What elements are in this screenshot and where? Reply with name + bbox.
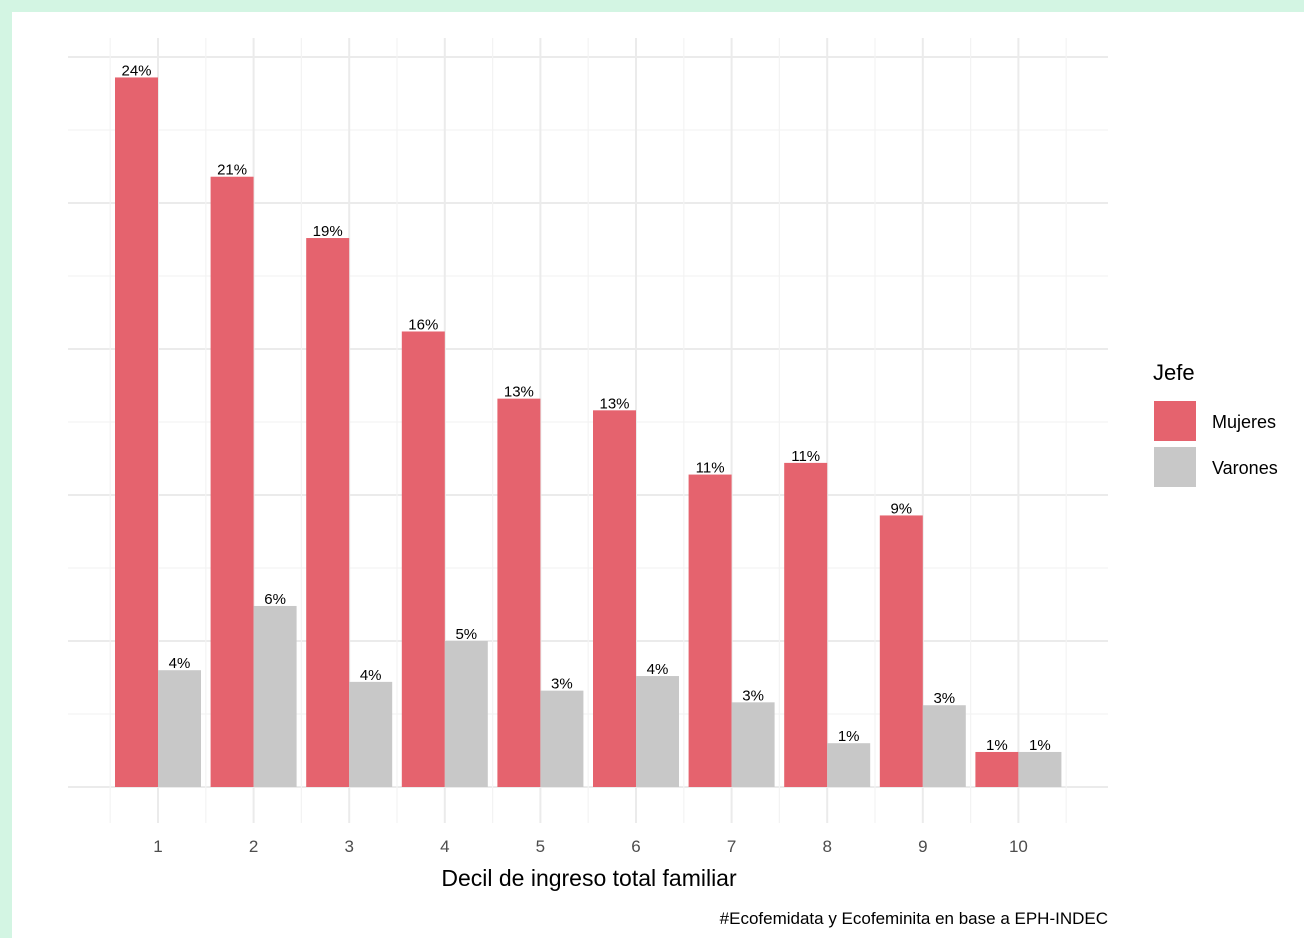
data-label-mujeres-decil-2: 21% <box>217 162 247 179</box>
x-tick-label: 2 <box>249 837 258 856</box>
bar-varones-decil-4 <box>444 641 488 787</box>
x-tick-label: 7 <box>727 837 736 856</box>
data-label-varones-decil-9: 3% <box>933 690 955 707</box>
data-label-mujeres-decil-1: 24% <box>121 62 151 79</box>
data-label-mujeres-decil-5: 13% <box>504 384 534 401</box>
data-label-varones-decil-8: 1% <box>838 728 860 745</box>
x-tick-label: 1 <box>153 837 162 856</box>
legend-label-mujeres: Mujeres <box>1212 412 1276 432</box>
data-label-varones-decil-5: 3% <box>551 676 573 693</box>
legend: Jefe Mujeres Varones <box>1153 360 1278 487</box>
x-tick-labels: 1 2 3 4 5 6 7 8 9 10 <box>153 837 1028 856</box>
bar-mujeres-decil-7 <box>688 474 732 787</box>
bar-mujeres-decil-3 <box>306 238 350 788</box>
x-tick-label: 10 <box>1009 837 1028 856</box>
chart-frame: 24% 4% 21% 6% 19% 4% 16% 5% 13% 3% 13% 4% 11% 3% 11% 1%… <box>12 12 1304 938</box>
data-label-varones-decil-1: 4% <box>169 655 191 672</box>
data-label-mujeres-decil-7: 11% <box>696 460 725 477</box>
data-label-mujeres-decil-3: 19% <box>313 223 343 240</box>
bar-chart: 24%4%21%6%19%4%16%5%13%3%13%4%11%3%11%1%… <box>68 38 1278 928</box>
x-tick-label: 8 <box>822 837 831 856</box>
x-tick-label: 3 <box>344 837 353 856</box>
x-tick-label: 9 <box>918 837 927 856</box>
bar-mujeres-decil-4 <box>401 331 445 787</box>
legend-title: Jefe <box>1153 360 1195 385</box>
chart-caption: #Ecofemidata y Ecofeminita en base a EPH… <box>720 909 1108 928</box>
bar-varones-decil-1 <box>158 670 201 787</box>
data-label-mujeres-decil-6: 13% <box>599 395 629 412</box>
bar-varones-decil-6 <box>636 676 679 787</box>
legend-swatch-mujeres <box>1154 401 1196 441</box>
legend-swatch-varones <box>1154 447 1196 487</box>
data-label-varones-decil-2: 6% <box>264 591 286 608</box>
bar-varones-decil-9 <box>922 705 966 787</box>
bar-varones-decil-2 <box>253 605 297 787</box>
bar-mujeres-decil-6 <box>593 410 636 787</box>
bar-varones-decil-8 <box>827 743 871 787</box>
data-label-varones-decil-7: 3% <box>742 687 764 704</box>
bar-varones-decil-10 <box>1018 751 1062 787</box>
data-label-varones-decil-4: 5% <box>455 626 477 643</box>
bars-group <box>115 77 1062 788</box>
legend-label-varones: Varones <box>1212 458 1278 478</box>
bar-mujeres-decil-2 <box>210 176 254 788</box>
bar-mujeres-decil-10 <box>975 751 1019 787</box>
x-axis-title: Decil de ingreso total familiar <box>441 865 737 891</box>
bar-mujeres-decil-5 <box>497 398 541 787</box>
data-label-mujeres-decil-8: 11% <box>791 448 820 465</box>
bar-varones-decil-3 <box>349 681 393 787</box>
data-label-varones-decil-10: 1% <box>1029 737 1051 754</box>
bar-mujeres-decil-1 <box>115 77 158 787</box>
x-tick-label: 6 <box>631 837 640 856</box>
x-tick-label: 5 <box>536 837 545 856</box>
bar-mujeres-decil-9 <box>879 515 923 787</box>
data-label-mujeres-decil-10: 1% <box>986 737 1008 754</box>
bar-labels-group: 24% 4% 21% 6% 19% 4% 16% 5% 13% 3% 13% 4% 11% 3% 11% 1%… <box>121 62 1050 754</box>
x-tick-label: 4 <box>440 837 449 856</box>
data-label-mujeres-decil-9: 9% <box>890 500 912 517</box>
data-label-varones-decil-6: 4% <box>647 661 669 678</box>
data-label-varones-decil-3: 4% <box>360 667 382 684</box>
bar-varones-decil-5 <box>540 690 584 787</box>
bar-varones-decil-7 <box>731 702 775 787</box>
bar-mujeres-decil-8 <box>784 462 828 787</box>
data-label-mujeres-decil-4: 16% <box>408 316 438 333</box>
